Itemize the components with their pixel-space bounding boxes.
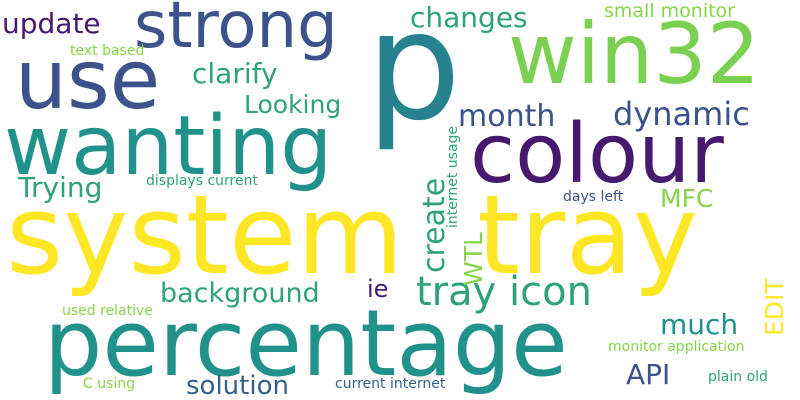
word-monitor-application: monitor application bbox=[608, 339, 745, 355]
word-wanting: wanting bbox=[4, 99, 333, 194]
word-plain-old: plain old bbox=[708, 369, 768, 385]
word-displays-current: displays current bbox=[146, 173, 258, 189]
word-trying: Trying bbox=[18, 171, 103, 204]
word-tray: tray bbox=[477, 171, 698, 299]
word-update: update bbox=[2, 7, 101, 40]
word-solution: solution bbox=[186, 371, 289, 400]
word-wtl: WTL bbox=[459, 232, 488, 286]
word-used-relative: used relative bbox=[62, 303, 153, 319]
word-colour: colour bbox=[470, 107, 724, 202]
word-win32: win32 bbox=[508, 5, 761, 103]
word-days-left: days left bbox=[563, 189, 624, 205]
word-c-using: C using bbox=[83, 376, 136, 392]
word-edit: EDIT bbox=[760, 278, 789, 336]
word-p: p bbox=[366, 0, 462, 154]
word-changes: changes bbox=[410, 1, 528, 34]
word-use: use bbox=[15, 33, 161, 128]
word-looking: Looking bbox=[244, 90, 342, 119]
word-clarify: clarify bbox=[192, 57, 278, 90]
word-month: month bbox=[458, 99, 556, 134]
word-strong: strong bbox=[134, 0, 338, 63]
word-current-internet: current internet bbox=[335, 376, 446, 392]
word-mfc: MFC bbox=[660, 184, 714, 213]
word-ie: ie bbox=[367, 275, 389, 303]
word-background: background bbox=[160, 278, 320, 309]
word-internet-usage: internet usage bbox=[445, 125, 461, 228]
word-system: system bbox=[6, 171, 404, 299]
word-dynamic: dynamic bbox=[613, 95, 750, 133]
word-tray-icon: tray icon bbox=[416, 269, 592, 315]
word-much: much bbox=[660, 308, 739, 341]
word-small-monitor: small monitor bbox=[604, 0, 735, 22]
word-api: API bbox=[626, 358, 671, 391]
word-percentage: percentage bbox=[44, 290, 568, 397]
word-text-based: text based bbox=[70, 43, 145, 59]
